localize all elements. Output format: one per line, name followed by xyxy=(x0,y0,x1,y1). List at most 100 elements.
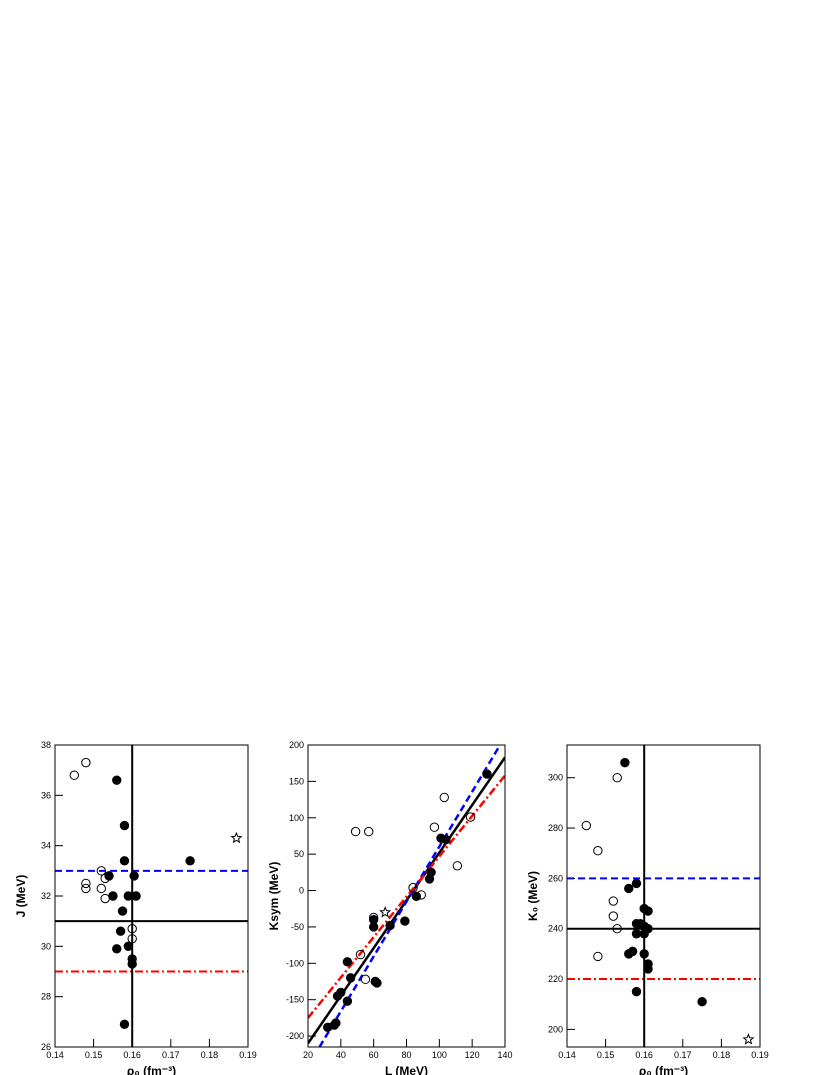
y-tick-label: 36 xyxy=(41,790,51,800)
x-tick-label: 140 xyxy=(497,1050,512,1060)
point xyxy=(342,957,353,967)
y-tick-label: 0 xyxy=(299,886,304,896)
y-tick-label: 34 xyxy=(41,841,51,851)
x-tick-label: 80 xyxy=(401,1050,411,1060)
point xyxy=(123,891,134,901)
point xyxy=(426,867,436,878)
point xyxy=(631,986,642,997)
x-tick-label: 120 xyxy=(465,1050,480,1060)
point xyxy=(364,826,374,837)
x-tick-label: 20 xyxy=(303,1050,313,1060)
point xyxy=(108,891,118,901)
point xyxy=(593,846,603,856)
x-tick-label: 0.16 xyxy=(123,1050,141,1060)
point xyxy=(408,882,418,893)
panel: 0.14 0.15 0.16 0.17 0.18 0.19 26 28 30 32 34 36 38 ρ₀… xyxy=(14,740,257,1075)
x-tick-label: 0.17 xyxy=(674,1050,692,1060)
point xyxy=(416,890,426,900)
point xyxy=(639,929,649,939)
point xyxy=(127,924,137,934)
point xyxy=(441,834,451,845)
point xyxy=(345,973,356,983)
point xyxy=(639,949,649,959)
y-tick-label: -100 xyxy=(286,958,304,968)
point xyxy=(129,871,139,881)
point xyxy=(631,929,642,939)
x-tick-label: 0.16 xyxy=(635,1050,653,1060)
point xyxy=(368,912,379,923)
point xyxy=(331,1018,341,1028)
x-tick-label: 60 xyxy=(369,1050,379,1060)
frame xyxy=(54,744,249,1048)
point xyxy=(119,856,130,866)
x-axis-title: ρ₀ (fm⁻³) xyxy=(639,1064,688,1075)
point xyxy=(100,873,110,884)
y-tick-label: 32 xyxy=(41,891,51,901)
point xyxy=(112,944,122,954)
y-tick-label: 38 xyxy=(41,740,51,750)
point xyxy=(342,996,353,1006)
point xyxy=(643,964,653,974)
y-tick-label: 28 xyxy=(41,992,51,1002)
y-tick-label: 100 xyxy=(289,813,304,823)
point xyxy=(81,878,91,889)
star-point xyxy=(379,906,392,918)
panel: 0.14 0.15 0.16 0.17 0.18 0.19 200 220 240 260 280 3… xyxy=(526,744,769,1075)
frame xyxy=(307,744,506,1048)
point xyxy=(185,856,195,866)
x-tick-label: 100 xyxy=(432,1050,447,1060)
point xyxy=(336,987,346,998)
point xyxy=(465,812,476,822)
point xyxy=(429,822,440,832)
point xyxy=(612,773,622,783)
plot-area xyxy=(308,745,505,1047)
y-tick-label: 26 xyxy=(41,1042,51,1052)
point xyxy=(608,911,619,921)
plot-area xyxy=(567,745,760,1047)
frame xyxy=(566,744,761,1048)
y-tick-label: 220 xyxy=(548,974,563,984)
point xyxy=(127,934,137,944)
point xyxy=(372,978,382,988)
fit-line xyxy=(308,774,505,1019)
point xyxy=(452,861,463,871)
point xyxy=(608,896,619,906)
point xyxy=(127,959,137,969)
point xyxy=(131,891,141,901)
x-tick-label: 0.18 xyxy=(713,1050,731,1060)
y-tick-label: 240 xyxy=(548,924,563,934)
star-point xyxy=(230,831,243,844)
point xyxy=(96,883,107,894)
point xyxy=(439,792,449,803)
point xyxy=(697,997,707,1007)
y-tick-label: 150 xyxy=(289,776,304,786)
point xyxy=(96,866,107,876)
point xyxy=(100,893,110,904)
y-axis-title: J (MeV) xyxy=(14,875,28,918)
x-tick-label: 40 xyxy=(336,1050,346,1060)
point xyxy=(117,906,128,916)
point xyxy=(620,757,630,768)
x-tick-label: 0.14 xyxy=(558,1050,576,1060)
point xyxy=(119,1019,130,1030)
y-tick-label: -200 xyxy=(286,1031,304,1041)
x-tick-label: 0.15 xyxy=(85,1050,103,1060)
y-tick-label: 50 xyxy=(294,849,304,859)
point xyxy=(123,941,134,952)
point xyxy=(411,891,422,902)
y-tick-label: 30 xyxy=(41,941,51,951)
point xyxy=(482,769,492,779)
y-tick-label: -150 xyxy=(286,995,304,1005)
point xyxy=(643,906,653,916)
y-tick-label: 200 xyxy=(548,1024,563,1034)
panel: 20 40 60 80 100 120 140 -200 -150 -100 -50 0 50 100 15… xyxy=(267,740,513,1075)
point xyxy=(350,826,361,837)
y-tick-label: 260 xyxy=(548,873,563,883)
y-tick-label: 200 xyxy=(289,740,304,750)
y-axis-title: K₀ (MeV) xyxy=(526,871,540,921)
point xyxy=(115,926,126,936)
x-axis-title: ρ₀ (fm⁻³) xyxy=(127,1064,176,1075)
point xyxy=(360,974,371,985)
x-axis-title: L (MeV) xyxy=(385,1064,428,1075)
